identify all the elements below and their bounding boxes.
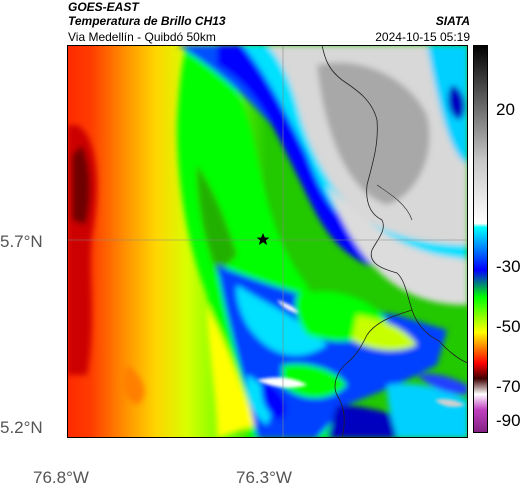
colorbar bbox=[473, 45, 488, 433]
colorbar-tick-label: -90 bbox=[496, 411, 521, 430]
colorbar-tick-label: -70 bbox=[496, 377, 521, 396]
colorbar-tick-label: -30 bbox=[496, 257, 521, 276]
satellite-source: GOES-EAST bbox=[68, 0, 139, 14]
longitude-label: 76.3°W bbox=[236, 468, 292, 487]
timestamp: 2024-10-15 05:19 bbox=[375, 30, 470, 44]
location-star-marker bbox=[256, 233, 270, 245]
brightness-temperature-map bbox=[67, 45, 468, 438]
map-subtitle: Via Medellín - Quibdó 50km bbox=[68, 30, 216, 44]
organization-label: SIATA bbox=[435, 14, 470, 28]
map-title: Temperatura de Brillo CH13 bbox=[68, 14, 226, 28]
latitude-label: 5.2°N bbox=[0, 418, 43, 437]
colorbar-tick-label: 20 bbox=[496, 100, 515, 119]
longitude-label: 76.8°W bbox=[33, 468, 89, 487]
colorbar-tick-label: -50 bbox=[496, 317, 521, 336]
latitude-label: 5.7°N bbox=[0, 232, 43, 251]
